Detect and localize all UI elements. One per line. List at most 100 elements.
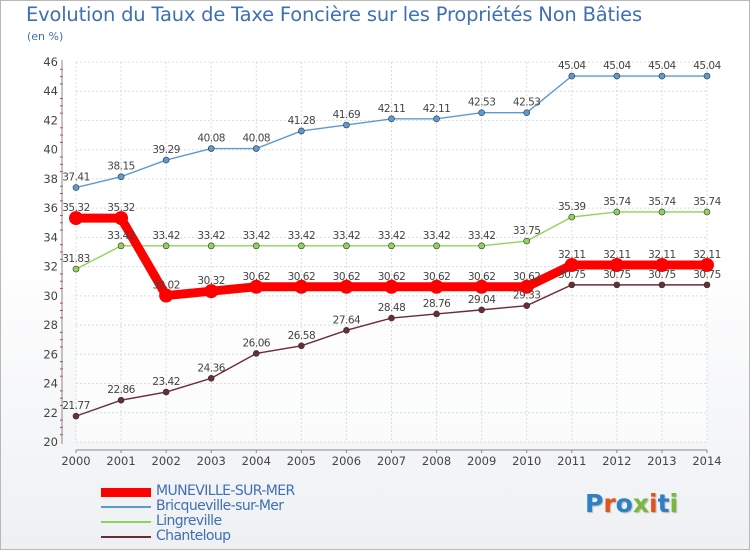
x-tick-label: 2008 (422, 454, 451, 468)
y-tick-label: 38 (43, 172, 58, 186)
data-label-chanteloup: 30.75 (558, 269, 586, 281)
data-label-bricqueville-sur-mer: 40.08 (243, 133, 271, 145)
data-label-bricqueville-sur-mer: 41.28 (288, 115, 316, 127)
data-label-chanteloup: 26.58 (288, 330, 316, 342)
data-label-bricqueville-sur-mer: 41.69 (333, 109, 361, 121)
legend-label: Bricqueville-sur-Mer (156, 498, 284, 514)
data-point-muneville-sur-mer (654, 258, 669, 273)
logo-letter: o (615, 489, 633, 518)
data-label-muneville-sur-mer: 30.62 (288, 271, 316, 283)
data-label-chanteloup: 28.76 (423, 298, 451, 310)
data-point-chanteloup (343, 327, 350, 334)
data-label-chanteloup: 22.86 (107, 384, 135, 396)
logo-letter: P (585, 489, 604, 518)
data-point-lingreville (207, 242, 215, 250)
x-tick-label: 2009 (467, 454, 496, 468)
data-point-lingreville (613, 208, 621, 216)
data-point-lingreville (388, 242, 395, 250)
data-point-lingreville (343, 242, 350, 250)
data-point-lingreville (252, 242, 260, 250)
data-point-chanteloup (658, 281, 666, 289)
data-label-lingreville: 33.42 (378, 230, 406, 242)
data-label-lingreville: 33.42 (107, 230, 135, 242)
data-point-lingreville (298, 242, 305, 250)
data-label-muneville-sur-mer: 35.32 (62, 202, 90, 214)
data-point-chanteloup (478, 306, 485, 314)
data-point-muneville-sur-mer (249, 279, 264, 294)
data-label-muneville-sur-mer: 32.11 (603, 249, 631, 261)
x-tick-label: 2002 (152, 454, 181, 468)
data-point-muneville-sur-mer (564, 258, 579, 273)
data-point-chanteloup (72, 412, 80, 420)
data-label-chanteloup: 30.75 (648, 269, 676, 281)
y-tick-label: 32 (43, 260, 58, 274)
data-label-lingreville: 31.83 (62, 253, 90, 265)
y-tick-label: 22 (43, 406, 58, 420)
x-tick-label: 2001 (106, 454, 135, 468)
x-tick-label: 2006 (332, 454, 361, 468)
data-point-lingreville (703, 208, 711, 216)
data-label-chanteloup: 29.04 (468, 294, 496, 306)
unit-label: (en %) (27, 30, 64, 43)
data-point-lingreville (117, 242, 125, 250)
y-tick-label: 28 (43, 318, 58, 332)
data-point-chanteloup (162, 388, 170, 396)
data-point-bricqueville-sur-mer (658, 72, 666, 80)
data-point-muneville-sur-mer (474, 279, 489, 294)
data-point-lingreville (568, 213, 576, 221)
data-label-lingreville: 35.74 (693, 196, 721, 208)
y-tick-label: 46 (43, 55, 58, 69)
legend-label: Chanteloup (156, 528, 231, 544)
data-point-chanteloup (568, 281, 576, 289)
data-label-chanteloup: 26.06 (243, 337, 271, 349)
proxiti-logo: Proxiti (585, 489, 695, 529)
data-label-muneville-sur-mer: 35.32 (107, 202, 135, 214)
data-point-lingreville (433, 242, 440, 250)
data-label-lingreville: 35.74 (648, 196, 676, 208)
series-layer (69, 72, 714, 420)
y-tick-label: 30 (43, 289, 58, 303)
data-point-lingreville (523, 237, 531, 245)
data-point-bricqueville-sur-mer (298, 127, 305, 135)
data-label-muneville-sur-mer: 30.62 (378, 271, 406, 283)
y-tick-label: 44 (43, 84, 58, 98)
data-label-muneville-sur-mer: 30.62 (423, 271, 451, 283)
data-label-chanteloup: 21.77 (62, 400, 90, 412)
data-point-chanteloup (703, 281, 711, 289)
data-label-lingreville: 35.74 (603, 196, 631, 208)
y-tick-label: 36 (43, 201, 58, 215)
data-point-chanteloup (433, 310, 440, 318)
legend-item-lingreville: Lingreville (101, 513, 361, 529)
data-point-lingreville (72, 265, 80, 273)
data-point-chanteloup (613, 281, 621, 289)
data-label-chanteloup: 23.42 (152, 376, 180, 388)
data-label-bricqueville-sur-mer: 45.04 (558, 60, 586, 72)
data-label-lingreville: 33.42 (152, 230, 180, 242)
data-point-bricqueville-sur-mer (703, 72, 711, 80)
data-label-chanteloup: 27.64 (333, 314, 361, 326)
data-label-muneville-sur-mer: 30.62 (243, 271, 271, 283)
data-label-muneville-sur-mer: 30.62 (333, 271, 361, 283)
data-point-lingreville (162, 242, 170, 250)
data-point-bricqueville-sur-mer (433, 115, 440, 123)
data-point-muneville-sur-mer (69, 211, 83, 226)
data-label-muneville-sur-mer: 32.11 (693, 249, 721, 261)
data-point-chanteloup (117, 396, 125, 404)
data-label-muneville-sur-mer: 32.11 (558, 249, 586, 261)
data-point-bricqueville-sur-mer (613, 72, 621, 80)
chart-title: Evolution du Taux de Taxe Foncière sur l… (26, 3, 642, 26)
data-point-muneville-sur-mer (700, 258, 714, 273)
data-label-bricqueville-sur-mer: 37.41 (62, 172, 90, 184)
legend-swatch (101, 536, 151, 538)
x-tick-label: 2010 (512, 454, 541, 468)
data-label-lingreville: 33.42 (197, 230, 225, 242)
data-point-lingreville (478, 242, 485, 250)
data-label-chanteloup: 28.48 (378, 302, 406, 314)
logo-letter: x (632, 489, 649, 518)
data-point-chanteloup (388, 314, 395, 322)
data-point-bricqueville-sur-mer (72, 184, 80, 191)
data-point-muneville-sur-mer (204, 284, 219, 299)
data-point-bricqueville-sur-mer (162, 156, 170, 164)
x-tick-label: 2012 (602, 454, 631, 468)
